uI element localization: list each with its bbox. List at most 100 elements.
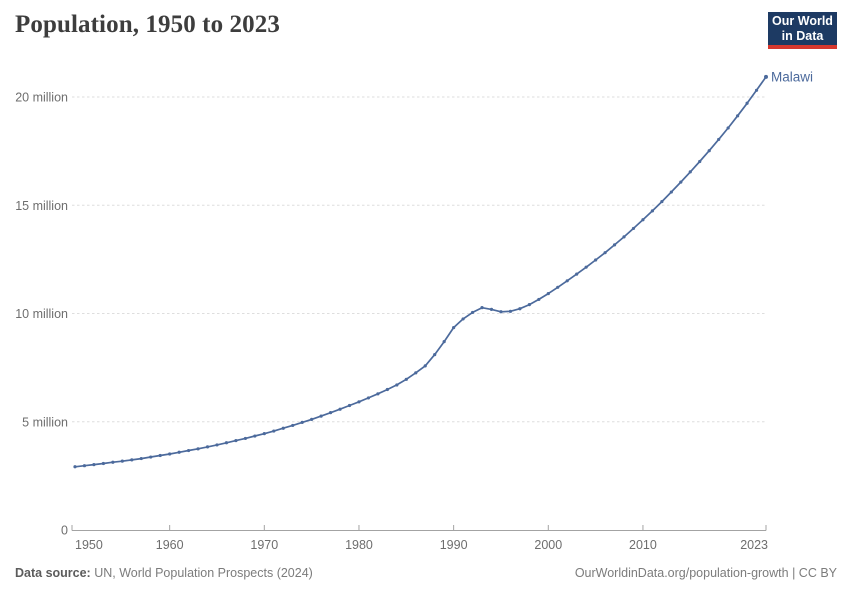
data-point-1990 [452, 325, 456, 330]
data-point-1978 [338, 407, 342, 411]
data-point-1988 [433, 353, 437, 357]
chart-footer: Data source: UN, World Population Prospe… [15, 566, 837, 580]
data-point-1968 [243, 436, 247, 441]
data-point-2010 [641, 218, 645, 222]
data-point-2021 [745, 101, 749, 105]
data-point-2003 [575, 272, 579, 276]
data-point-1957 [139, 456, 143, 461]
y-axis-tick-label: 10 million [15, 307, 68, 321]
data-point-1997 [518, 307, 522, 311]
data-point-1991 [461, 317, 465, 321]
x-axis-tick-label: 2000 [534, 538, 562, 552]
owid-logo-line1: Our World [772, 14, 833, 28]
data-point-1977 [328, 411, 333, 415]
data-point-2017 [707, 149, 711, 153]
data-point-1953 [101, 461, 105, 466]
data-point-1973 [291, 423, 295, 428]
data-point-2009 [631, 226, 636, 231]
data-point-1959 [158, 453, 162, 458]
data-point-1950 [73, 465, 77, 469]
data-point-1974 [300, 420, 304, 424]
data-point-1989 [442, 340, 446, 344]
data-point-2001 [556, 285, 560, 289]
license-text: | CC BY [788, 566, 837, 580]
data-point-1970 [262, 432, 266, 436]
data-point-2004 [584, 265, 588, 269]
data-point-2019 [726, 126, 730, 130]
data-point-1966 [224, 441, 229, 445]
data-point-2023 [764, 74, 768, 79]
data-point-2012 [660, 199, 664, 204]
data-point-1971 [272, 429, 276, 433]
x-axis-tick-label: 2010 [629, 538, 657, 552]
x-axis-tick-label: 2023 [740, 538, 768, 552]
series-end-label-malawi: Malawi [771, 69, 813, 84]
x-axis-tick-label: 1970 [250, 538, 278, 552]
data-point-1976 [319, 414, 323, 418]
data-point-1993 [480, 306, 484, 310]
data-point-1982 [376, 392, 380, 396]
data-source-note: Data source: UN, World Population Prospe… [15, 566, 313, 580]
data-point-1984 [395, 383, 399, 387]
data-point-2006 [603, 251, 607, 255]
owid-logo[interactable]: Our World in Data [768, 12, 837, 49]
x-axis-tick-label: 1960 [156, 538, 184, 552]
y-axis-tick-label: 0 [61, 524, 68, 538]
data-point-1981 [366, 396, 371, 400]
data-source-text: UN, World Population Prospects (2024) [90, 566, 313, 580]
data-point-1999 [537, 297, 541, 302]
data-point-1961 [177, 450, 181, 454]
data-point-1967 [234, 438, 238, 443]
data-point-1954 [111, 460, 115, 464]
data-point-1958 [149, 455, 153, 459]
data-point-1956 [130, 458, 134, 462]
data-point-1979 [347, 403, 352, 408]
data-point-2014 [679, 180, 683, 184]
data-point-1964 [205, 445, 210, 449]
data-point-1951 [82, 464, 87, 468]
data-point-1952 [92, 463, 96, 467]
owid-url-link[interactable]: OurWorldinData.org/population-growth [574, 566, 789, 580]
data-point-2002 [565, 279, 569, 283]
data-point-1963 [196, 447, 200, 451]
data-point-1975 [310, 417, 314, 421]
owid-logo-line2: in Data [781, 28, 824, 43]
y-axis-tick-label: 20 million [15, 91, 68, 105]
data-point-1960 [168, 452, 172, 456]
data-point-2000 [546, 291, 550, 296]
data-point-1972 [281, 426, 285, 430]
data-point-1955 [120, 459, 124, 463]
data-point-1986 [414, 371, 418, 375]
data-point-1980 [357, 400, 361, 404]
x-axis-tick-label: 1950 [75, 538, 103, 552]
data-point-1995 [499, 310, 503, 314]
x-axis-tick-label: 1980 [345, 538, 373, 552]
data-point-1965 [215, 443, 219, 447]
data-point-1996 [508, 309, 513, 313]
data-point-2008 [622, 235, 626, 239]
data-point-2005 [594, 258, 598, 262]
attribution-note: OurWorldinData.org/population-growth | C… [575, 566, 837, 580]
data-point-1998 [527, 303, 531, 307]
data-source-label: Data source: [15, 566, 91, 580]
data-point-1962 [186, 448, 191, 453]
data-point-2020 [736, 114, 740, 118]
x-axis-tick-label: 1990 [440, 538, 468, 552]
data-point-1969 [253, 434, 257, 438]
y-axis-tick-label: 5 million [22, 415, 68, 429]
data-point-2015 [688, 170, 692, 174]
data-point-2018 [717, 137, 721, 142]
data-point-2011 [650, 209, 655, 213]
data-point-2007 [612, 243, 617, 247]
data-point-2022 [754, 88, 759, 92]
page-title: Population, 1950 to 2023 [15, 11, 280, 38]
data-point-1992 [470, 310, 475, 315]
population-line-series [74, 76, 767, 468]
data-point-1985 [404, 377, 408, 381]
data-point-1983 [385, 387, 389, 392]
y-axis-tick-label: 15 million [15, 199, 68, 213]
data-point-2016 [698, 159, 702, 164]
data-point-1994 [489, 307, 494, 311]
